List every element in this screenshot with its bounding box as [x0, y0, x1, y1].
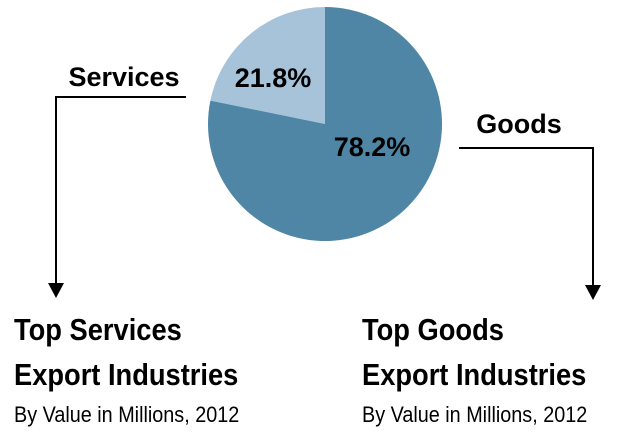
services-subtitle: By Value in Millions, 2012	[14, 402, 240, 427]
goods-percent-label: 78.2%	[334, 132, 411, 162]
goods-connector-line	[459, 147, 594, 287]
services-connector-line	[55, 96, 186, 285]
goods-subtitle: By Value in Millions, 2012	[362, 402, 588, 427]
goods-arrowhead	[585, 285, 601, 300]
services-title-line2: Export Industries	[14, 357, 239, 392]
services-legend-label: Services	[68, 62, 179, 92]
services-percent-label: 21.8%	[235, 63, 312, 93]
services-arrowhead	[48, 283, 64, 298]
pie-slice-services	[210, 7, 325, 124]
pie-chart	[208, 6, 443, 242]
goods-legend-label: Goods	[476, 109, 562, 139]
goods-title-line2: Export Industries	[362, 357, 587, 392]
services-title-line1: Top Services	[14, 312, 182, 347]
goods-title-line1: Top Goods	[362, 312, 504, 347]
pie-slice-goods	[208, 6, 443, 242]
